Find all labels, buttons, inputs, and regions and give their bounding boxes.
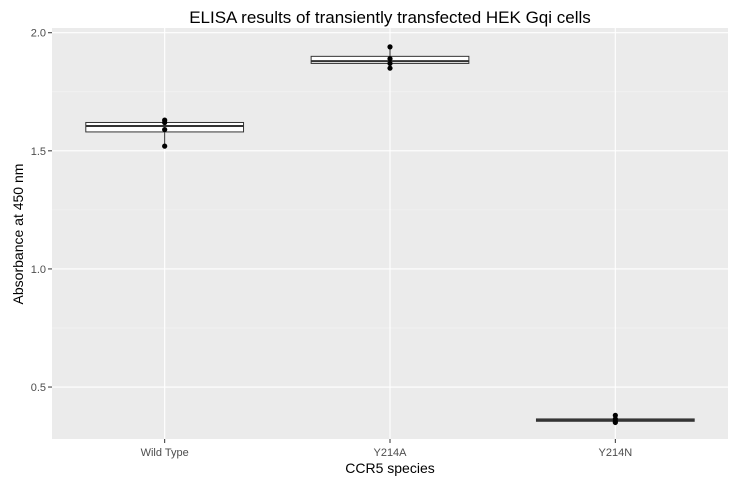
x-axis-title: CCR5 species (345, 460, 434, 476)
y-tick-label: 2.0 (31, 28, 46, 40)
y-tick-label: 1.5 (31, 146, 46, 158)
data-point (387, 56, 393, 62)
y-tick-label: 1.0 (31, 264, 46, 276)
x-tick-label: Wild Type (141, 447, 189, 459)
y-axis: 0.5 1.0 1.5 2.0 (31, 28, 52, 394)
data-point (387, 44, 393, 50)
data-point (387, 60, 393, 67)
data-point (162, 126, 168, 133)
y-tick-label: 0.5 (31, 382, 46, 394)
data-point (387, 65, 393, 71)
x-tick-label: Y214A (373, 447, 407, 459)
major-gridlines (52, 28, 728, 439)
data-point (162, 143, 168, 149)
data-points (162, 44, 618, 426)
x-tick-label: Y214N (599, 447, 633, 459)
x-axis: Wild Type Y214A Y214N (141, 439, 633, 459)
data-point (612, 412, 618, 418)
chart-title: ELISA results of transiently transfected… (189, 8, 591, 27)
data-point (162, 117, 168, 123)
y-axis-title: Absorbance at 450 nm (10, 164, 26, 305)
